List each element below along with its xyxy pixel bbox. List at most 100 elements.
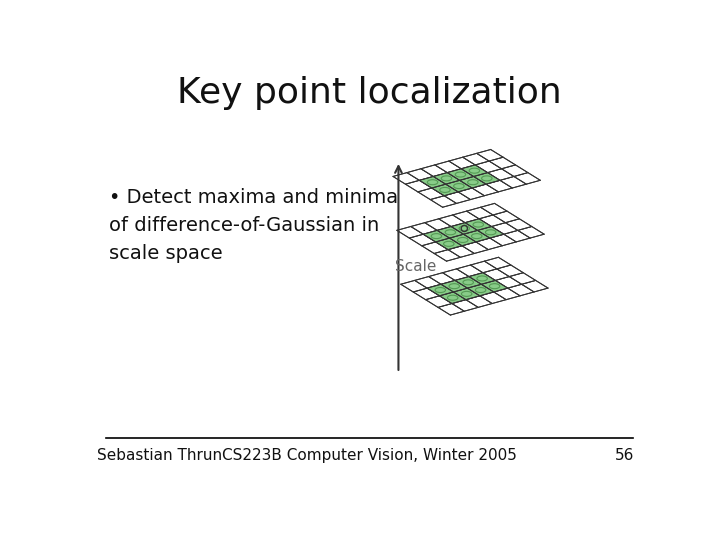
Polygon shape bbox=[480, 292, 506, 303]
Polygon shape bbox=[413, 288, 439, 300]
Polygon shape bbox=[425, 219, 451, 231]
Polygon shape bbox=[455, 276, 482, 288]
Polygon shape bbox=[432, 184, 458, 195]
Polygon shape bbox=[465, 219, 492, 231]
Polygon shape bbox=[443, 269, 469, 280]
Polygon shape bbox=[453, 211, 479, 222]
Polygon shape bbox=[419, 177, 446, 188]
Polygon shape bbox=[451, 222, 477, 234]
Polygon shape bbox=[419, 177, 446, 188]
Text: Scale: Scale bbox=[395, 259, 436, 274]
Polygon shape bbox=[397, 226, 423, 238]
Polygon shape bbox=[505, 219, 532, 231]
Ellipse shape bbox=[485, 230, 496, 235]
Polygon shape bbox=[446, 180, 472, 192]
Ellipse shape bbox=[473, 222, 484, 227]
Ellipse shape bbox=[455, 172, 466, 177]
Ellipse shape bbox=[449, 284, 459, 289]
Ellipse shape bbox=[431, 234, 441, 239]
Text: Sebastian Thrun: Sebastian Thrun bbox=[97, 448, 222, 463]
Polygon shape bbox=[497, 265, 523, 276]
Text: • Detect maxima and minima
of difference-of-Gaussian in
scale space: • Detect maxima and minima of difference… bbox=[109, 188, 398, 263]
Polygon shape bbox=[433, 173, 459, 184]
Ellipse shape bbox=[444, 241, 454, 246]
Ellipse shape bbox=[472, 234, 482, 239]
Polygon shape bbox=[449, 234, 476, 246]
Polygon shape bbox=[522, 280, 548, 292]
Polygon shape bbox=[427, 284, 454, 296]
Polygon shape bbox=[467, 284, 494, 296]
Polygon shape bbox=[486, 180, 513, 192]
Polygon shape bbox=[415, 276, 441, 288]
Polygon shape bbox=[411, 222, 437, 234]
Polygon shape bbox=[476, 238, 503, 249]
Polygon shape bbox=[421, 165, 447, 177]
Polygon shape bbox=[446, 180, 472, 192]
Polygon shape bbox=[465, 219, 492, 231]
Polygon shape bbox=[459, 177, 486, 188]
Polygon shape bbox=[423, 231, 449, 242]
Polygon shape bbox=[455, 276, 482, 288]
Ellipse shape bbox=[477, 276, 487, 281]
Polygon shape bbox=[449, 234, 476, 246]
Polygon shape bbox=[494, 288, 520, 300]
Polygon shape bbox=[458, 188, 485, 200]
Polygon shape bbox=[462, 242, 488, 253]
Polygon shape bbox=[504, 231, 530, 242]
Polygon shape bbox=[449, 157, 475, 168]
Polygon shape bbox=[514, 173, 540, 184]
Polygon shape bbox=[477, 226, 504, 238]
Polygon shape bbox=[463, 153, 489, 165]
Polygon shape bbox=[467, 284, 494, 296]
Polygon shape bbox=[462, 165, 487, 177]
Ellipse shape bbox=[469, 168, 480, 173]
Ellipse shape bbox=[475, 287, 486, 293]
Polygon shape bbox=[489, 157, 516, 168]
Polygon shape bbox=[462, 165, 487, 177]
Polygon shape bbox=[436, 238, 462, 249]
Polygon shape bbox=[418, 188, 444, 200]
Polygon shape bbox=[454, 288, 480, 300]
Ellipse shape bbox=[427, 180, 438, 185]
Polygon shape bbox=[448, 246, 474, 257]
Polygon shape bbox=[479, 215, 505, 226]
Polygon shape bbox=[482, 280, 508, 292]
Polygon shape bbox=[441, 280, 467, 292]
Polygon shape bbox=[475, 161, 502, 173]
Polygon shape bbox=[493, 211, 519, 222]
Polygon shape bbox=[467, 207, 493, 219]
Polygon shape bbox=[495, 276, 522, 288]
Polygon shape bbox=[439, 292, 466, 303]
Polygon shape bbox=[472, 184, 498, 195]
Polygon shape bbox=[518, 226, 544, 238]
Polygon shape bbox=[438, 303, 464, 315]
Polygon shape bbox=[436, 238, 462, 249]
Polygon shape bbox=[477, 226, 504, 238]
Polygon shape bbox=[474, 173, 500, 184]
Polygon shape bbox=[447, 168, 474, 180]
Polygon shape bbox=[482, 280, 508, 292]
Polygon shape bbox=[466, 296, 492, 307]
Polygon shape bbox=[438, 215, 465, 226]
Ellipse shape bbox=[463, 280, 474, 285]
Polygon shape bbox=[407, 168, 433, 180]
Polygon shape bbox=[469, 273, 495, 284]
Polygon shape bbox=[437, 226, 464, 238]
Polygon shape bbox=[452, 300, 478, 311]
Polygon shape bbox=[502, 165, 528, 177]
Polygon shape bbox=[433, 173, 459, 184]
Ellipse shape bbox=[435, 287, 446, 293]
Polygon shape bbox=[426, 296, 452, 307]
Ellipse shape bbox=[445, 230, 456, 235]
Polygon shape bbox=[431, 195, 456, 207]
Polygon shape bbox=[492, 222, 518, 234]
Polygon shape bbox=[483, 269, 509, 280]
Text: Key point localization: Key point localization bbox=[176, 76, 562, 110]
Polygon shape bbox=[474, 173, 500, 184]
Polygon shape bbox=[393, 173, 419, 184]
Text: CS223B Computer Vision, Winter 2005: CS223B Computer Vision, Winter 2005 bbox=[222, 448, 516, 463]
Polygon shape bbox=[481, 204, 507, 215]
Polygon shape bbox=[409, 234, 436, 246]
Polygon shape bbox=[428, 273, 455, 284]
Ellipse shape bbox=[447, 295, 458, 300]
